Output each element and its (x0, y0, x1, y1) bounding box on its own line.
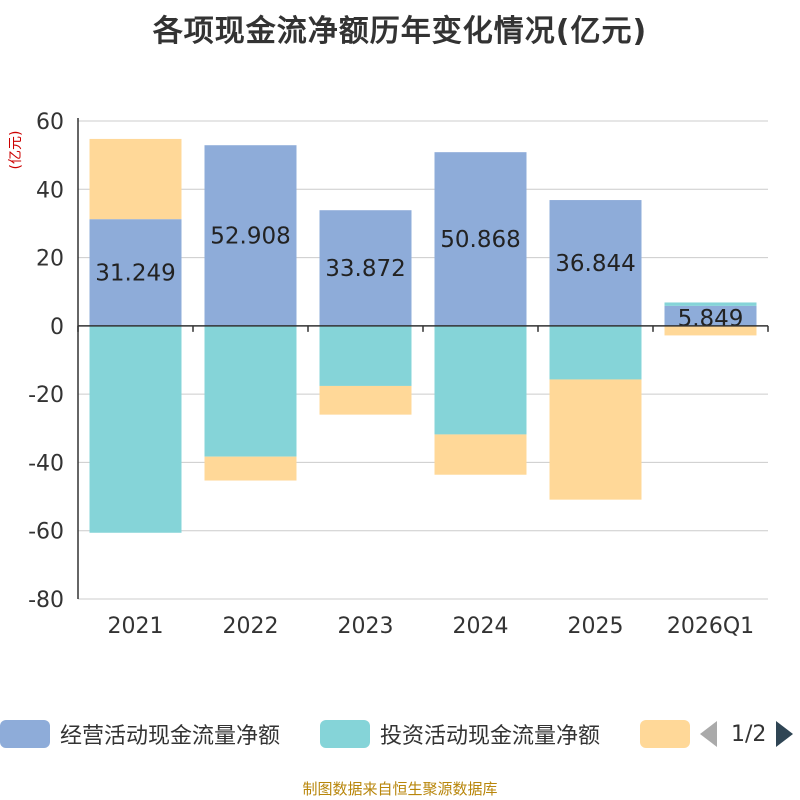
bar-segment-s1 (89, 325, 182, 533)
x-tick-label: 2022 (223, 614, 279, 639)
bar-segment-s1 (319, 325, 412, 386)
bar-segment-s2 (204, 456, 297, 481)
x-tick-label: 2021 (108, 614, 164, 639)
bar-segment-s2 (434, 434, 527, 475)
bar-segment-s0 (204, 145, 297, 326)
bar-segment-s1 (204, 325, 297, 457)
bar-segment-s0 (549, 200, 642, 326)
data-label: 50.868 (440, 227, 520, 253)
bar-chart: 60 40 20 0 -20 -40 -60 -80 31.249 2021 52.908 2022 3… (28, 110, 769, 639)
legend-item-financing[interactable] (640, 720, 700, 748)
bar-segment-s2 (319, 385, 412, 415)
legend-pager: 1/2 (700, 720, 794, 748)
bar-segment-s1 (664, 302, 757, 306)
y-tick-label: -40 (28, 451, 64, 476)
y-tick-label: 40 (36, 178, 64, 203)
y-tick-label: 60 (36, 110, 64, 135)
legend-item-operating[interactable]: 经营活动现金流量净额 (0, 720, 281, 749)
data-label: 5.849 (678, 306, 744, 332)
y-tick-label: -20 (28, 383, 64, 408)
y-tick-label: 0 (50, 315, 64, 340)
bar-segment-s2 (549, 379, 642, 500)
legend: 经营活动现金流量净额 投资活动现金流量净额 1/2 (0, 712, 800, 756)
y-tick-label: -80 (28, 588, 64, 613)
data-label: 36.844 (555, 251, 635, 277)
data-label: 31.249 (95, 261, 175, 287)
legend-item-investing[interactable]: 投资活动现金流量净额 (320, 720, 601, 749)
data-source-note: 制图数据来自恒生聚源数据库 (302, 780, 498, 798)
legend-swatch-investing (320, 720, 370, 748)
legend-prev-arrow-icon[interactable] (700, 721, 717, 747)
legend-page-indicator: 1/2 (731, 721, 767, 747)
y-tick-label: 20 (36, 247, 64, 272)
legend-next-arrow-icon[interactable] (776, 721, 794, 747)
data-label: 33.872 (325, 256, 405, 282)
legend-label-investing: 投资活动现金流量净额 (380, 724, 601, 749)
y-tick-label: -60 (28, 520, 64, 545)
chart-title: 各项现金流净额历年变化情况(亿元) (152, 14, 648, 49)
bar-segment-s1 (549, 325, 642, 380)
bar-segment-s0 (89, 219, 182, 326)
bar-segment-s0 (434, 152, 527, 326)
x-tick-label: 2023 (338, 614, 394, 639)
bar-segment-s0 (664, 305, 757, 326)
x-tick-label: 2024 (453, 614, 509, 639)
bar-segment-s1 (434, 325, 527, 435)
data-label: 52.908 (210, 224, 290, 250)
x-tick-label: 2025 (568, 614, 624, 639)
legend-swatch-operating (0, 720, 50, 748)
x-tick-label: 2026Q1 (667, 614, 754, 639)
legend-label-operating: 经营活动现金流量净额 (60, 724, 281, 749)
bar-segment-s2 (89, 138, 182, 220)
bar-segment-s2 (664, 325, 757, 336)
bar-segment-s0 (319, 210, 412, 326)
legend-swatch-financing (640, 720, 690, 748)
